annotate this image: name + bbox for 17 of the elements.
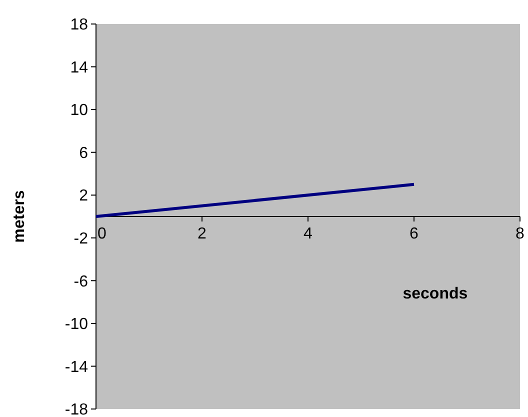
y-tick-label: -10 xyxy=(64,316,88,334)
y-tick-label: 6 xyxy=(79,144,88,162)
y-tick-label: -6 xyxy=(74,273,88,290)
y-axis-title: meters xyxy=(11,190,28,243)
y-tick-label: 10 xyxy=(70,102,88,120)
x-tick-label: 8 xyxy=(516,226,525,242)
y-tick-label: -14 xyxy=(64,358,88,376)
y-tick-label: 2 xyxy=(79,188,88,205)
x-axis-title: seconds xyxy=(402,286,468,302)
y-tick-label: -2 xyxy=(74,230,88,248)
x-tick-label: 2 xyxy=(198,226,207,242)
x-tick-label: 4 xyxy=(304,226,313,242)
x-tick-label: 6 xyxy=(410,226,419,242)
x-tick-label: 0 xyxy=(98,226,107,242)
y-tick-label: -18 xyxy=(64,402,88,417)
y-tick-label: 18 xyxy=(70,16,88,34)
y-tick-label: 14 xyxy=(70,59,88,76)
